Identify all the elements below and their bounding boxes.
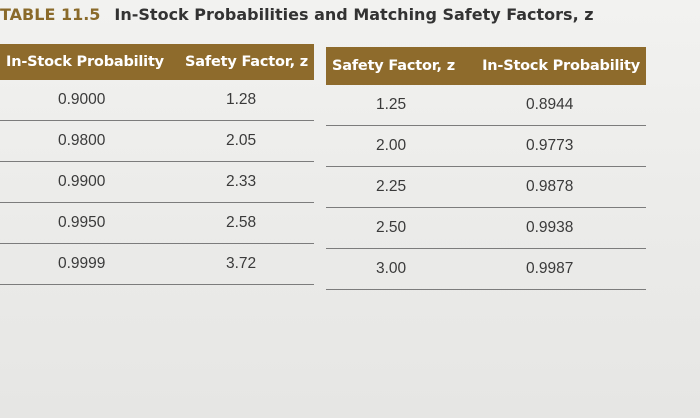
cell-safety-factor: 2.25 — [376, 178, 407, 195]
table-row: 0.9950 2.58 — [0, 203, 314, 244]
table-row: 2.00 0.9773 — [326, 126, 646, 167]
cell-in-stock-probability: 0.9999 — [58, 255, 106, 272]
cell-safety-factor: 2.00 — [376, 137, 407, 154]
table-row: 0.9900 2.33 — [0, 162, 314, 203]
left-table-header: In-Stock Probability Safety Factor, z — [0, 44, 314, 80]
cell-safety-factor: 3.72 — [226, 255, 257, 272]
cell-safety-factor: 2.50 — [376, 219, 407, 236]
cell-in-stock-probability: 0.9900 — [58, 173, 106, 190]
table-row: 2.50 0.9938 — [326, 208, 646, 249]
table-number: TABLE 11.5 — [0, 4, 101, 24]
left-table: In-Stock Probability Safety Factor, z 0.… — [0, 44, 314, 285]
right-table-header: Safety Factor, z In-Stock Probability — [326, 47, 646, 85]
right-table: Safety Factor, z In-Stock Probability 1.… — [326, 47, 646, 290]
table-row: 2.25 0.9878 — [326, 167, 646, 208]
cell-safety-factor: 2.05 — [226, 132, 257, 149]
table-caption: TABLE 11.5 In-Stock Probabilities and Ma… — [0, 2, 594, 26]
cell-safety-factor: 2.33 — [226, 173, 257, 190]
table-row: 3.00 0.9987 — [326, 249, 646, 290]
cell-in-stock-probability: 0.9773 — [526, 137, 574, 154]
table-row: 0.9000 1.28 — [0, 80, 314, 121]
cell-in-stock-probability: 0.9938 — [526, 219, 574, 236]
cell-safety-factor: 2.58 — [226, 214, 257, 231]
cell-safety-factor: 1.28 — [226, 91, 257, 108]
cell-in-stock-probability: 0.9800 — [58, 132, 106, 149]
cell-safety-factor: 1.25 — [376, 96, 407, 113]
table-title: In-Stock Probabilities and Matching Safe… — [114, 4, 594, 24]
cell-safety-factor: 3.00 — [376, 260, 407, 277]
left-header-safety-factor: Safety Factor, z — [185, 54, 308, 70]
left-header-in-stock-probability: In-Stock Probability — [6, 54, 164, 70]
cell-in-stock-probability: 0.9987 — [526, 260, 574, 277]
cell-in-stock-probability: 0.9950 — [58, 214, 106, 231]
cell-in-stock-probability: 0.9878 — [526, 178, 574, 195]
table-row: 1.25 0.8944 — [326, 85, 646, 126]
table-row: 0.9999 3.72 — [0, 244, 314, 285]
right-header-safety-factor: Safety Factor, z — [332, 58, 455, 74]
cell-in-stock-probability: 0.8944 — [526, 96, 574, 113]
cell-in-stock-probability: 0.9000 — [58, 91, 106, 108]
right-header-in-stock-probability: In-Stock Probability — [482, 58, 640, 74]
table-row: 0.9800 2.05 — [0, 121, 314, 162]
